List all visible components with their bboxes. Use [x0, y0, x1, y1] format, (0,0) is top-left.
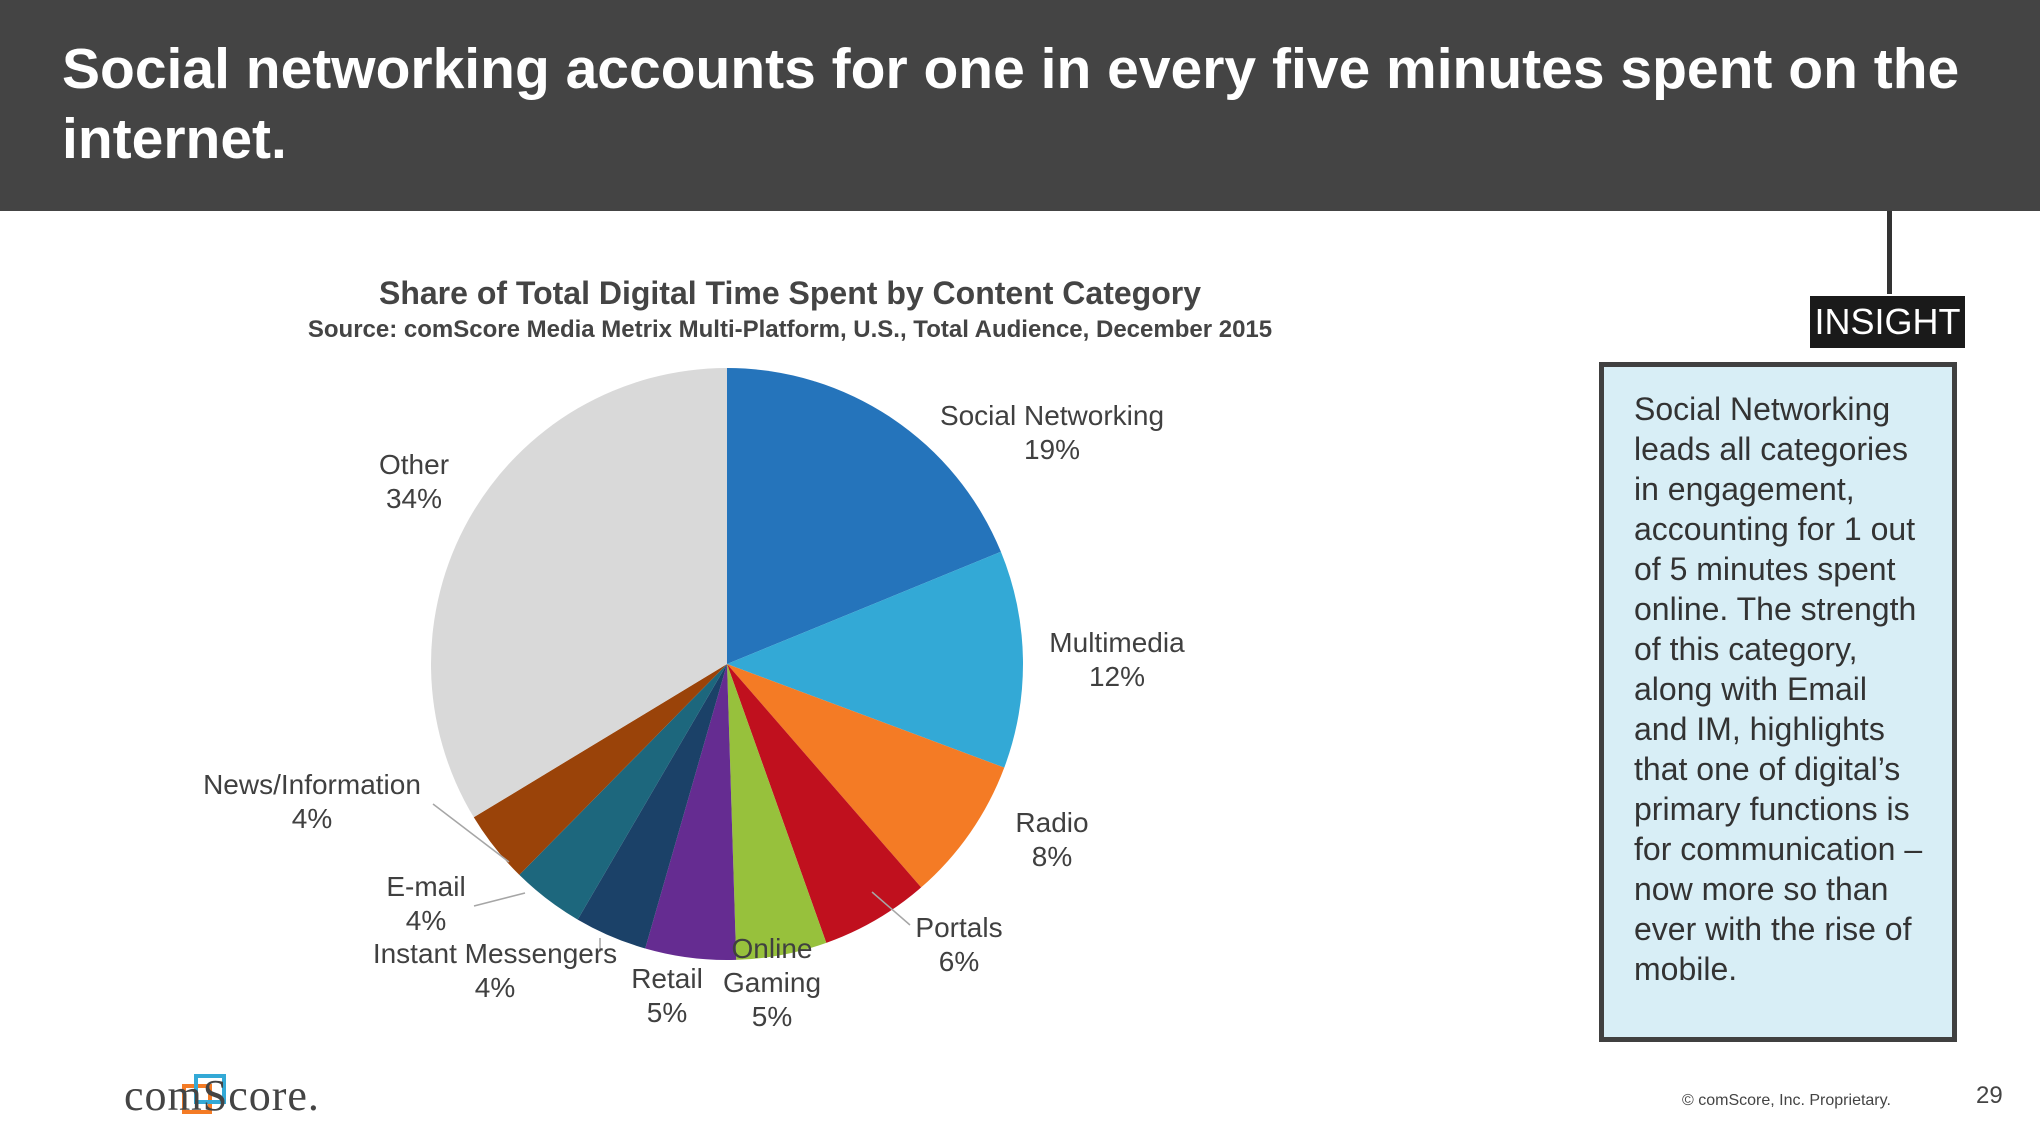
- pie-chart: Social Networking 19% Multimedia 12% Radio 8%…: [203, 367, 1185, 1032]
- pie-slice-news-information: [473, 664, 727, 875]
- pie-slice-multimedia: [727, 551, 1024, 768]
- copyright: © comScore, Inc. Proprietary.: [1682, 1092, 1891, 1109]
- slice-label: Radio 8%: [1015, 807, 1088, 872]
- page-number: 29: [1976, 1082, 2003, 1109]
- slice-label: News/Information 4%: [203, 769, 421, 834]
- insight-box: Social Networking leads all categories i…: [1599, 362, 1957, 1042]
- slice-label: E-mail 4%: [386, 871, 465, 936]
- page-title: Social networking accounts for one in ev…: [62, 37, 1960, 171]
- pie-leader-lines: [432, 803, 911, 952]
- chart-subtitle: Source: comScore Media Metrix Multi-Plat…: [307, 316, 1273, 343]
- pie-slice-portals: [727, 664, 922, 943]
- pie-slice-retail: [645, 664, 737, 961]
- pie-slice-social-networking: [727, 367, 1001, 664]
- pie-labels: Social Networking 19% Multimedia 12% Radio 8%…: [203, 400, 1185, 1032]
- header-bar: Social networking accounts for one in ev…: [0, 0, 2040, 211]
- pie-slice-other: [431, 368, 727, 818]
- chart-title: Share of Total Digital Time Spent by Con…: [378, 275, 1201, 311]
- insight-connector-line: [1887, 211, 1892, 294]
- pie-slice-instant-messengers: [577, 664, 727, 949]
- pie-slice-radio: [727, 664, 1005, 888]
- insight-tag: INSIGHT: [1810, 296, 1965, 348]
- slice-label: Retail 5%: [631, 963, 703, 1028]
- leader-line: [473, 892, 526, 907]
- slice-label: Online Gaming 5%: [723, 933, 821, 1032]
- slice-label: Portals 6%: [915, 912, 1002, 977]
- slice-label: Social Networking 19%: [940, 400, 1164, 465]
- leader-line: [871, 891, 911, 926]
- comscore-logo-icon: [182, 1074, 226, 1114]
- pie-slices: [431, 367, 1024, 961]
- pie-slice-e-mail: [519, 664, 727, 920]
- slice-label: Multimedia 12%: [1049, 627, 1185, 692]
- slice-label: Other 34%: [379, 449, 449, 514]
- pie-slice-online-gaming: [727, 664, 827, 960]
- slice-label: Instant Messengers 4%: [373, 938, 617, 1003]
- comscore-logo-text: comScore.: [124, 1071, 320, 1120]
- insight-text: Social Networking leads all categories i…: [1634, 391, 1923, 987]
- leader-line: [432, 803, 510, 863]
